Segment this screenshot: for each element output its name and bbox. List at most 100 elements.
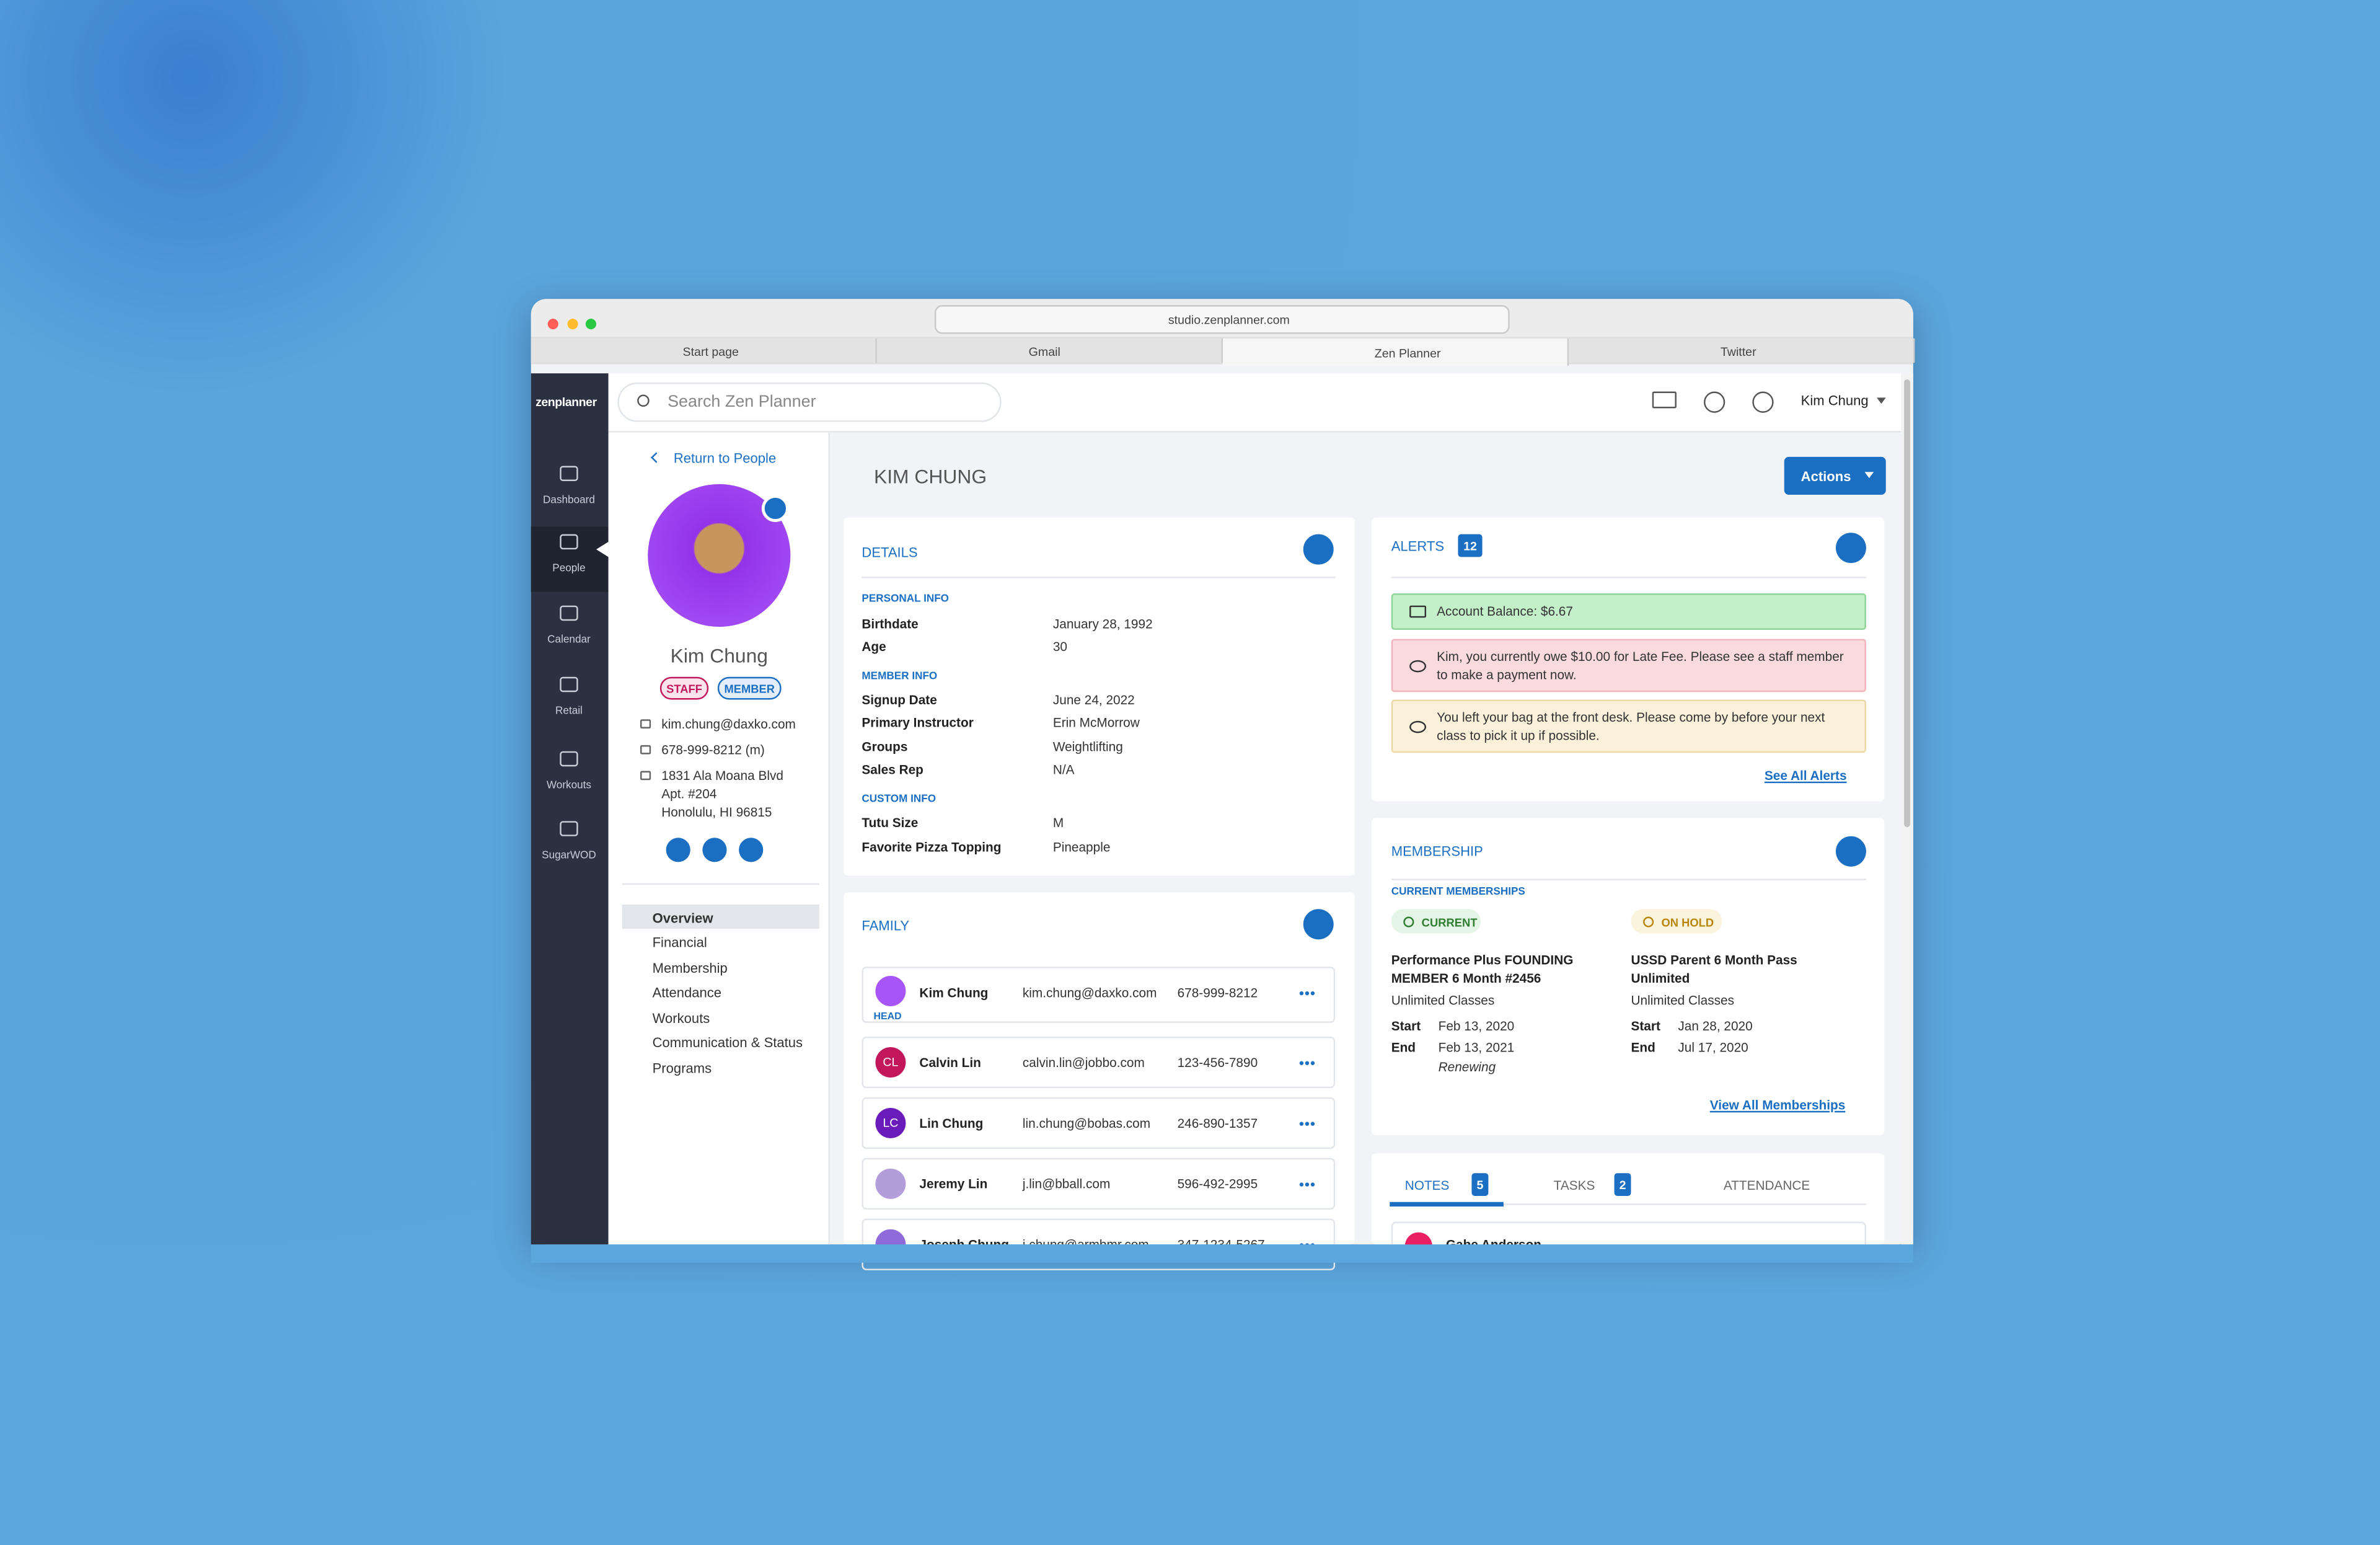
- status-label: CURRENT: [1421, 915, 1478, 929]
- tab-label[interactable]: Twitter: [1720, 344, 1756, 358]
- address-line: Honolulu, HI 96815: [661, 804, 772, 820]
- family-row[interactable]: [862, 1097, 1336, 1149]
- url-bar[interactable]: [934, 305, 1510, 334]
- field-value: June 24, 2022: [1052, 692, 1135, 707]
- history-icon[interactable]: [1703, 391, 1726, 413]
- field-label: Groups: [862, 738, 908, 754]
- field-value: 30: [1052, 639, 1068, 654]
- profile-menu-item[interactable]: Attendance: [652, 985, 722, 1001]
- more-menu[interactable]: [1298, 1120, 1316, 1126]
- member-phone: 246-890-1357: [1177, 1115, 1258, 1131]
- see-all-alerts[interactable]: See All Alerts: [1764, 768, 1847, 784]
- tab-label[interactable]: Zen Planner: [1374, 346, 1441, 360]
- add-button[interactable]: [1835, 836, 1866, 867]
- monitor-icon[interactable]: [1652, 391, 1677, 409]
- profile-menu-item[interactable]: Financial: [652, 934, 707, 950]
- field-label: Favorite Pizza Topping: [862, 838, 1002, 854]
- scroll-thumb: [1904, 379, 1910, 828]
- add-button[interactable]: [1303, 534, 1334, 565]
- section-heading: PERSONAL INFO: [862, 594, 950, 605]
- nav-item[interactable]: Calendar: [547, 635, 591, 646]
- profile-menu-item[interactable]: Workouts: [652, 1010, 710, 1025]
- view-all-memberships[interactable]: View All Memberships: [1709, 1096, 1846, 1112]
- more-menu[interactable]: [1298, 1181, 1316, 1187]
- logo: zenplanner: [536, 395, 597, 409]
- nav-item[interactable]: SugarWOD: [542, 851, 596, 862]
- more-menu[interactable]: [1298, 1060, 1316, 1065]
- tab[interactable]: TASKS: [1553, 1177, 1595, 1193]
- tab-label[interactable]: Gmail: [1028, 344, 1060, 358]
- contact-icon: [639, 745, 650, 755]
- profile-menu-item[interactable]: Membership: [652, 960, 728, 975]
- field-label: Sales Rep: [862, 761, 923, 777]
- status-icon: [1642, 916, 1653, 927]
- nav-icon: [560, 605, 578, 621]
- membership-name: USSD Parent 6 Month Pass Unlimited: [1631, 952, 1797, 985]
- browser-tab[interactable]: [876, 338, 1223, 363]
- badge-label: MEMBER: [724, 681, 775, 696]
- nav-arrow: [596, 541, 609, 557]
- member-phone: 123-456-7890: [1177, 1055, 1258, 1070]
- card-title: FAMILY: [862, 918, 910, 934]
- add-button[interactable]: [1835, 533, 1866, 564]
- profile-menu-item[interactable]: Communication & Status: [652, 1035, 803, 1050]
- caret: [1864, 472, 1874, 479]
- phone: 678-999-8212 (m): [661, 742, 765, 758]
- browser-tab[interactable]: [1223, 338, 1569, 366]
- window-control[interactable]: [584, 317, 596, 329]
- field-label: Birthdate: [862, 615, 919, 631]
- more-menu[interactable]: [1298, 990, 1316, 995]
- browser-tab[interactable]: [1569, 338, 1915, 363]
- tab[interactable]: NOTES: [1404, 1177, 1450, 1193]
- member-email: lin.chung@bobas.com: [1022, 1115, 1151, 1131]
- field-value: N/A: [1052, 761, 1075, 777]
- back-link[interactable]: Return to People: [673, 451, 777, 466]
- address-line: 1831 Ala Moana Blvd: [661, 768, 783, 784]
- quick-action[interactable]: [739, 838, 764, 862]
- search-box[interactable]: [617, 382, 1002, 422]
- nav-item[interactable]: Workouts: [546, 781, 591, 792]
- family-row[interactable]: [862, 1218, 1336, 1270]
- window-control[interactable]: [547, 317, 558, 329]
- family-row[interactable]: [862, 967, 1336, 1023]
- menu-active: [622, 904, 819, 929]
- browser-tab[interactable]: [531, 338, 877, 363]
- nav-item[interactable]: People: [552, 564, 586, 575]
- alert-icon: [1409, 659, 1427, 672]
- family-row[interactable]: [862, 1036, 1336, 1089]
- member-name: Calvin Lin: [919, 1055, 981, 1070]
- count-badge: [1458, 534, 1483, 557]
- family-avatar: [875, 1047, 906, 1078]
- quick-action[interactable]: [666, 838, 690, 862]
- nav-item[interactable]: Retail: [555, 706, 583, 717]
- add-button[interactable]: [1303, 909, 1334, 940]
- status-icon: [1403, 916, 1414, 927]
- divider: [1391, 879, 1866, 880]
- edit-avatar[interactable]: [761, 495, 789, 523]
- family-row[interactable]: [862, 1158, 1336, 1210]
- sidebar: [531, 373, 609, 1245]
- actions-label[interactable]: Actions: [1800, 468, 1851, 484]
- tab-label[interactable]: Start page: [682, 344, 739, 358]
- tab-count: 5: [1476, 1178, 1484, 1192]
- user-menu[interactable]: Kim Chung: [1800, 393, 1869, 409]
- nav-item[interactable]: Dashboard: [543, 495, 595, 507]
- field-value: Erin McMorrow: [1052, 715, 1140, 731]
- nav-icon: [560, 676, 578, 693]
- member-email: j.lin@bball.com: [1022, 1176, 1111, 1192]
- search-placeholder[interactable]: Search Zen Planner: [668, 393, 816, 412]
- quick-action[interactable]: [702, 838, 727, 862]
- nav-icon: [560, 821, 578, 836]
- field-value: Weightlifting: [1052, 738, 1123, 754]
- alert-icon: [1409, 605, 1427, 618]
- card: [844, 892, 1355, 1245]
- profile-menu-item[interactable]: Overview: [652, 910, 713, 925]
- contact-icon: [639, 719, 650, 728]
- membership-plan: Unlimited Classes: [1391, 992, 1495, 1008]
- member-phone: 596-492-2995: [1177, 1176, 1258, 1192]
- profile-menu-item[interactable]: Programs: [652, 1060, 712, 1076]
- tab[interactable]: ATTENDANCE: [1723, 1177, 1810, 1193]
- window-control[interactable]: [566, 317, 578, 329]
- help-icon[interactable]: [1752, 391, 1774, 413]
